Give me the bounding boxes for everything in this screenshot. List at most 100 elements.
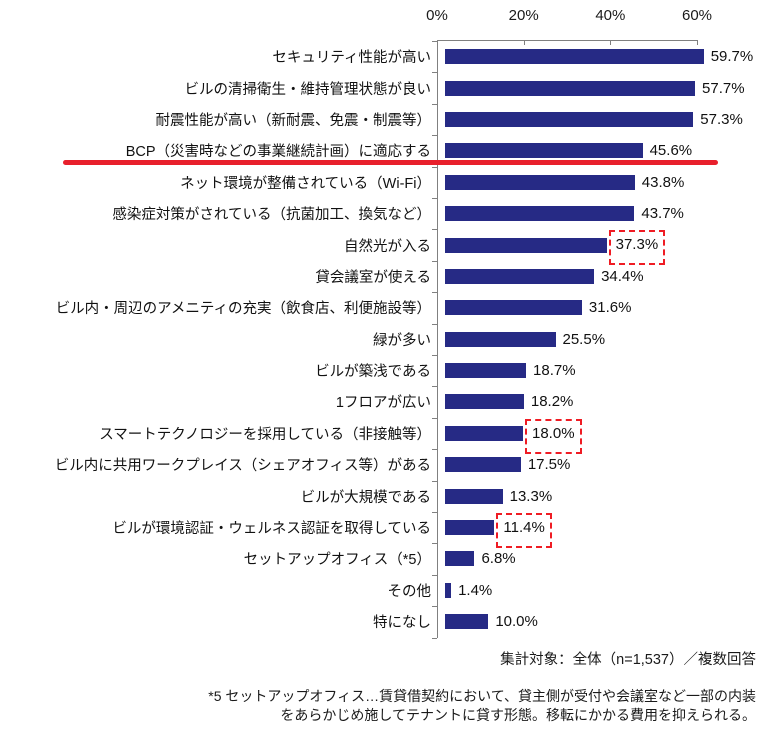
bar: [445, 237, 607, 253]
y-axis-tick-mark: [432, 292, 437, 294]
value-label: 18.7%: [533, 362, 576, 380]
bar-row: ネット環境が整備されている（Wi-Fi） 43.8%: [0, 167, 768, 198]
bar-row: 感染症対策がされている（抗菌加工、換気など） 43.7%: [0, 198, 768, 229]
value-label: 6.8%: [481, 550, 516, 568]
bar: [445, 49, 704, 65]
y-axis-tick-mark: [432, 480, 437, 482]
bar: [445, 331, 556, 347]
bar: [445, 268, 595, 284]
y-axis-tick-mark: [432, 41, 437, 42]
value-label: 57.7%: [702, 79, 745, 97]
y-axis-tick-mark: [432, 135, 437, 137]
bar-row: セキュリティ性能が高い 59.7%: [0, 41, 768, 72]
bar-plot-area: 57.7%: [445, 72, 768, 103]
x-axis-tick-label: 20%: [508, 7, 539, 24]
category-label: 自然光が入る: [344, 238, 431, 255]
bar-row: 自然光が入る 37.3%: [0, 229, 768, 266]
highlight-dashed-box: 18.0%: [525, 418, 582, 454]
x-axis-tick-mark: [697, 40, 698, 45]
bar: [445, 520, 495, 536]
value-label: 57.3%: [700, 110, 743, 128]
value-label: 34.4%: [601, 267, 644, 285]
bar: [445, 143, 643, 159]
x-axis-tick-label: 0%: [426, 7, 448, 24]
value-label: 59.7%: [710, 48, 754, 66]
bar-plot-area: 57.3%: [445, 104, 768, 135]
bar-plot-area: 10.0%: [445, 606, 768, 637]
y-axis-tick-mark: [432, 355, 437, 356]
bar-row: 貸会議室が使える 34.4%: [0, 261, 768, 292]
bar-plot-area: 59.7%: [445, 41, 768, 72]
bar: [445, 300, 582, 316]
bar-plot-area: 43.8%: [445, 167, 768, 198]
bar-plot-area: 18.0%: [445, 418, 768, 454]
category-label: セットアップオフィス（*5）: [243, 552, 431, 569]
value-label: 25.5%: [562, 330, 606, 348]
category-label: BCP（災害時などの事業継続計画）に適応する: [125, 144, 431, 161]
value-label: 18.0%: [532, 424, 575, 442]
bar-row: ビル内に共用ワークプレイス（シェアオフィス等）がある 17.5%: [0, 449, 768, 480]
y-axis-tick-mark: [432, 574, 437, 576]
x-axis-tick-label: 40%: [595, 7, 626, 24]
bar-plot-area: 11.4%: [445, 512, 768, 548]
bar-plot-area: 25.5%: [445, 324, 768, 355]
category-label: ネット環境が整備されている（Wi-Fi）: [180, 175, 431, 192]
value-label: 10.0%: [495, 613, 538, 631]
bar-plot-area: 6.8%: [445, 543, 768, 574]
value-label: 43.7%: [641, 205, 684, 223]
bar: [445, 614, 489, 630]
category-label: ビルの清掃衛生・維持管理状態が良い: [184, 81, 432, 98]
y-axis-tick-mark: [432, 417, 437, 419]
bar: [445, 206, 635, 222]
bar-plot-area: 37.3%: [445, 229, 768, 266]
bar-plot-area: 31.6%: [445, 292, 768, 323]
y-axis-tick-mark: [432, 260, 437, 262]
x-axis-line: [437, 40, 698, 41]
bar-row: 1フロアが広い 18.2%: [0, 386, 768, 417]
bar-row: 耐震性能が高い（新耐震、免震・制震等） 57.3%: [0, 104, 768, 135]
footnote-line-2: をあらかじめ施してテナントに貸す形態。移転にかかる費用を抑えられる。: [280, 707, 756, 723]
y-axis-tick-mark: [432, 198, 437, 199]
bar-plot-area: 1.4%: [445, 575, 768, 606]
bar-plot-area: 18.2%: [445, 386, 768, 417]
category-label: その他: [387, 583, 432, 600]
category-label: ビルが環境認証・ウェルネス認証を取得している: [112, 521, 431, 538]
bar-row: ビルの清掃衛生・維持管理状態が良い 57.7%: [0, 72, 768, 103]
category-label: ビル内に共用ワークプレイス（シェアオフィス等）がある: [54, 458, 431, 475]
value-label: 11.4%: [503, 518, 545, 536]
category-label: 1フロアが広い: [335, 395, 431, 412]
bar-plot-area: 45.6%: [445, 135, 768, 166]
y-axis-tick-mark: [432, 543, 437, 545]
footnote: *5 セットアップオフィス…賃貸借契約において、貸主側が受付や会議室など一部の内…: [208, 687, 756, 725]
bar-row: ビル内・周辺のアメニティの充実（飲食店、利便施設等） 31.6%: [0, 292, 768, 323]
y-axis-tick-mark: [432, 386, 437, 388]
bar: [445, 111, 694, 127]
bar: [445, 363, 527, 379]
x-axis-tick-label: 60%: [681, 7, 713, 24]
bar-row: スマートテクノロジーを採用している（非接触等） 18.0%: [0, 418, 768, 454]
footnote-line-1: *5 セットアップオフィス…賃貸借契約において、貸主側が受付や会議室など一部の内…: [208, 688, 756, 704]
value-label: 17.5%: [527, 456, 571, 474]
bar-rows: セキュリティ性能が高い 59.7% ビルの清掃衛生・維持管理状態が良い 57.7% 耐震…: [0, 41, 768, 637]
value-label: 13.3%: [509, 487, 553, 505]
y-axis-tick-mark: [432, 449, 437, 451]
y-axis-tick-mark: [432, 637, 437, 639]
bar: [445, 80, 696, 96]
y-axis-tick-mark: [432, 72, 437, 74]
bar: [445, 394, 524, 410]
y-axis-tick-mark: [432, 512, 437, 513]
category-label: 耐震性能が高い（新耐震、免震・制震等）: [155, 112, 432, 129]
value-label: 43.8%: [641, 173, 685, 191]
bar-plot-area: 13.3%: [445, 480, 768, 511]
bar-row: セットアップオフィス（*5） 6.8%: [0, 543, 768, 574]
category-label: 緑が多い: [373, 332, 431, 349]
category-label: ビル内・周辺のアメニティの充実（飲食店、利便施設等）: [55, 301, 431, 318]
bar: [445, 488, 503, 504]
x-axis-tick-mark: [523, 40, 525, 45]
bar-row: 特になし 10.0%: [0, 606, 768, 637]
category-label: セキュリティ性能が高い: [272, 50, 431, 67]
bar-plot-area: 43.7%: [445, 198, 768, 229]
bar: [445, 551, 475, 567]
bar-plot-area: 34.4%: [445, 261, 768, 292]
